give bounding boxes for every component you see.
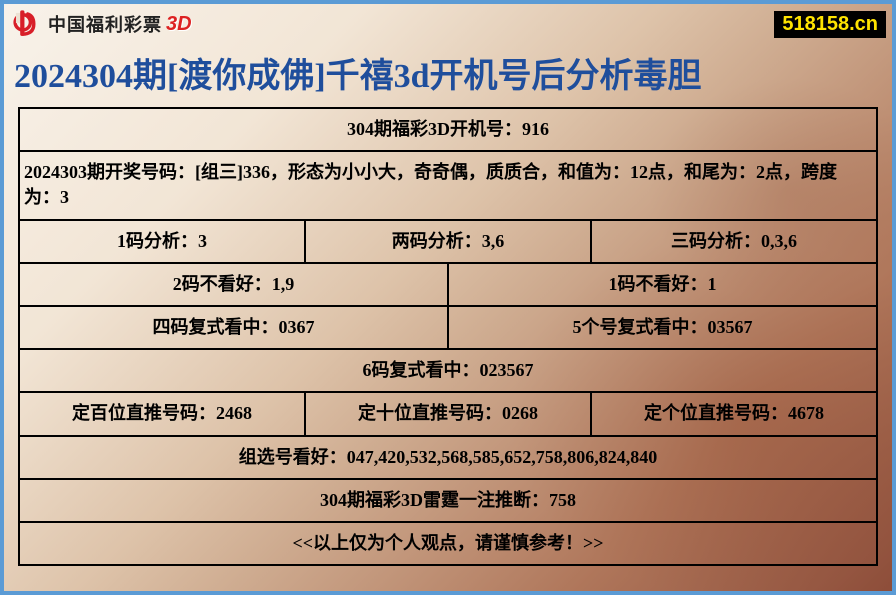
cell-2code-bad: 2码不看好：1,9 <box>19 263 448 306</box>
analysis-table: 304期福彩3D开机号：916 2024303期开奖号码：[组三]336，形态为… <box>18 107 878 566</box>
brand-3d-suffix: 3D <box>166 13 192 36</box>
cell-1code-bad: 1码不看好：1 <box>448 263 877 306</box>
brand-text: 中国福利彩票 <box>48 11 162 37</box>
row-disclaimer: <<以上仅为个人观点，请谨慎参考！>> <box>19 522 877 565</box>
row-final-pick: 304期福彩3D雷霆一注推断：758 <box>19 479 877 522</box>
page-title: 2024304期[渡你成佛]千禧3d开机号后分析毒胆 <box>4 44 892 107</box>
row-6code-pick: 6码复式看中：023567 <box>19 349 877 392</box>
cell-3code: 三码分析：0,3,6 <box>591 220 877 263</box>
cell-4code-pick: 四码复式看中：0367 <box>19 306 448 349</box>
cell-1code: 1码分析：3 <box>19 220 305 263</box>
cell-pos-ten: 定十位直推号码：0268 <box>305 392 591 435</box>
cell-pos-hundred: 定百位直推号码：2468 <box>19 392 305 435</box>
brand: 中国福利彩票 3D <box>10 10 192 38</box>
topbar: 中国福利彩票 3D 518158.cn <box>4 4 892 44</box>
cell-2code: 两码分析：3,6 <box>305 220 591 263</box>
row-prev-result: 2024303期开奖号码：[组三]336，形态为小小大，奇奇偶，质质合，和值为：… <box>19 151 877 219</box>
site-badge: 518158.cn <box>774 11 886 38</box>
lottery-logo-icon <box>10 10 44 38</box>
cell-pos-unit: 定个位直推号码：4678 <box>591 392 877 435</box>
row-group-picks: 组选号看好：047,420,532,568,585,652,758,806,82… <box>19 436 877 479</box>
cell-5code-pick: 5个号复式看中：03567 <box>448 306 877 349</box>
row-open-number: 304期福彩3D开机号：916 <box>19 108 877 151</box>
